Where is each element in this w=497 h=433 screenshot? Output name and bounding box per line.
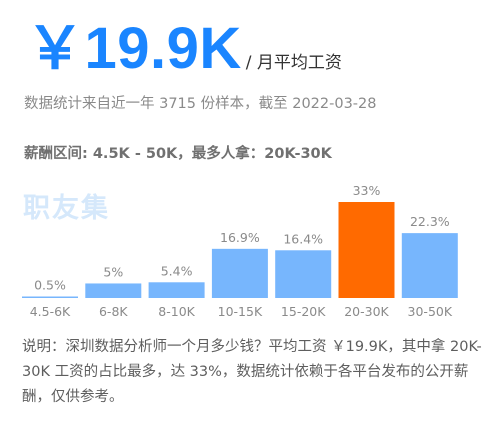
bar-value-label: 22.3% [410,214,450,229]
x-tick-label: 15-20K [281,304,326,319]
x-tick-label: 8-10K [158,304,195,319]
salary-range-text: 薪酬区间: 4.5K - 50K，最多人拿：20K-30K [24,146,332,162]
x-tick-label: 10-15K [218,304,263,319]
bar-8-10K [148,282,205,298]
salary-header: ￥19.9K / 月平均工资 [26,14,342,84]
bar-value-label: 0.5% [34,278,66,293]
bar-20-30K [338,202,395,298]
bar-30-50K [401,233,458,298]
bar-value-label: 5.4% [161,263,193,278]
bar-value-label: 16.9% [220,230,260,245]
average-salary-value: ￥19.9K [26,16,242,81]
x-tick-label: 30-50K [408,304,453,319]
x-tick-label: 4.5-6K [30,304,71,319]
salary-distribution-chart: 0.5% 4.5-6K 5% 6-8K 5.4% 8-10K 16.9% 10-15K 16.4… [22,183,458,319]
bar-15-20K [275,250,332,298]
x-tick-label: 20-30K [344,304,389,319]
x-tick-label: 6-8K [99,304,128,319]
bar-value-label: 16.4% [283,231,323,246]
watermark-logo: 职友集 [23,193,110,224]
bar-value-label: 5% [103,264,123,279]
bar-4.5-6K [22,296,78,298]
bar-6-8K [85,283,142,298]
stats-source-text: 数据统计来自近一年 3715 份样本，截至 2022-03-28 [24,96,377,112]
bar-10-15K [211,248,268,298]
bar-value-label: 33% [353,183,381,198]
description-note: 说明：深圳数据分析师一个月多少钱？平均工资 ￥19.9K，其中拿 20K-30K… [22,339,482,405]
average-salary-unit: / 月平均工资 [245,53,342,73]
